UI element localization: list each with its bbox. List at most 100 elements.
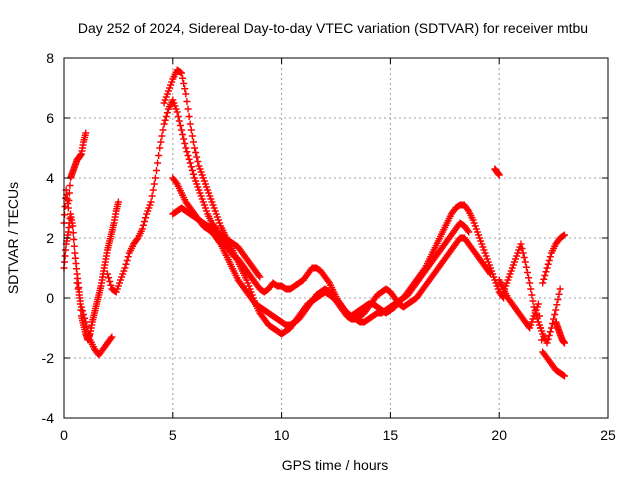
data-point — [183, 98, 191, 105]
x-tick-label: 25 — [600, 427, 616, 443]
data-point — [152, 167, 160, 174]
data-point — [69, 222, 77, 230]
x-tick-label: 20 — [491, 427, 507, 443]
data-point — [138, 225, 146, 233]
axis-ticks: 0 5 10 15 20 25 -4 -2 0 2 4 6 8 — [42, 50, 616, 443]
data-point — [183, 148, 191, 156]
data-point — [527, 285, 535, 293]
data-point — [74, 285, 82, 293]
data-point — [66, 182, 74, 189]
data-point — [124, 253, 132, 261]
data-point — [556, 285, 564, 293]
data-point — [546, 253, 554, 261]
y-tick-label: 0 — [46, 290, 54, 306]
data-point — [82, 129, 90, 137]
data-point — [162, 113, 170, 120]
data-point — [187, 126, 195, 134]
data-point — [560, 339, 568, 347]
data-point — [73, 279, 81, 287]
data-point — [76, 297, 84, 305]
data-point — [464, 206, 472, 213]
data-point — [544, 335, 552, 343]
x-axis-label: GPS time / hours — [282, 457, 389, 473]
data-point — [70, 236, 78, 243]
data-point — [324, 278, 332, 285]
data-point — [70, 242, 78, 250]
data-point — [123, 257, 131, 264]
data-point — [537, 324, 545, 332]
data-point — [551, 311, 559, 318]
series-trace-h — [491, 165, 503, 179]
data-point — [182, 144, 190, 152]
data-point — [560, 231, 568, 239]
data-point — [538, 336, 546, 344]
data-point — [545, 332, 553, 339]
data-point — [181, 85, 189, 93]
data-point — [157, 138, 165, 146]
data-points — [60, 66, 568, 380]
data-point — [61, 258, 69, 266]
data-point — [182, 90, 190, 98]
data-point — [559, 371, 567, 379]
data-point — [560, 372, 568, 380]
data-point — [107, 335, 115, 342]
data-point — [193, 153, 201, 161]
y-tick-label: -4 — [42, 410, 55, 426]
data-point — [539, 279, 547, 287]
data-point — [552, 306, 560, 314]
data-point — [255, 272, 263, 279]
data-point — [465, 228, 473, 236]
data-point — [139, 221, 147, 229]
data-point — [64, 204, 72, 212]
series-trace-g — [169, 204, 264, 281]
x-tick-label: 0 — [60, 427, 68, 443]
data-point — [525, 274, 533, 282]
series-trace-k — [539, 231, 568, 287]
data-point — [65, 189, 73, 197]
data-point — [147, 198, 155, 206]
data-point — [522, 263, 530, 271]
data-point — [185, 113, 193, 120]
data-point — [178, 126, 186, 134]
data-point — [518, 245, 526, 252]
data-point — [85, 332, 93, 339]
data-point — [141, 218, 149, 225]
y-tick-label: 2 — [46, 230, 54, 246]
data-point — [179, 131, 187, 138]
data-point — [176, 68, 184, 76]
data-point — [526, 279, 534, 287]
data-point — [155, 152, 163, 159]
data-point — [172, 179, 180, 186]
series-trace-i — [500, 240, 564, 347]
data-point — [485, 269, 493, 276]
data-point — [184, 152, 192, 159]
data-point — [188, 167, 196, 174]
data-point — [521, 258, 529, 266]
data-point — [158, 132, 166, 140]
series-trace-a — [60, 129, 90, 227]
data-point — [156, 144, 164, 152]
data-point — [159, 126, 167, 134]
data-point — [554, 296, 562, 303]
data-point — [104, 270, 112, 278]
data-point — [189, 138, 197, 146]
data-point — [495, 171, 503, 179]
data-point — [192, 149, 200, 156]
data-point — [534, 300, 542, 308]
data-point — [529, 297, 537, 305]
y-axis-label: SDTVAR / TECUs — [5, 182, 21, 294]
data-point — [543, 264, 551, 272]
data-point — [543, 339, 551, 347]
data-point — [528, 291, 536, 299]
series-trace-j — [495, 276, 568, 380]
data-point — [69, 229, 77, 237]
data-point — [150, 180, 158, 188]
chart-title: Day 252 of 2024, Sidereal Day-to-day VTE… — [78, 20, 588, 36]
data-point — [519, 249, 527, 257]
y-tick-label: 8 — [46, 50, 54, 66]
data-point — [185, 155, 193, 163]
data-point — [216, 239, 224, 246]
data-point — [553, 301, 561, 309]
data-point — [163, 109, 171, 117]
data-point — [175, 117, 183, 125]
